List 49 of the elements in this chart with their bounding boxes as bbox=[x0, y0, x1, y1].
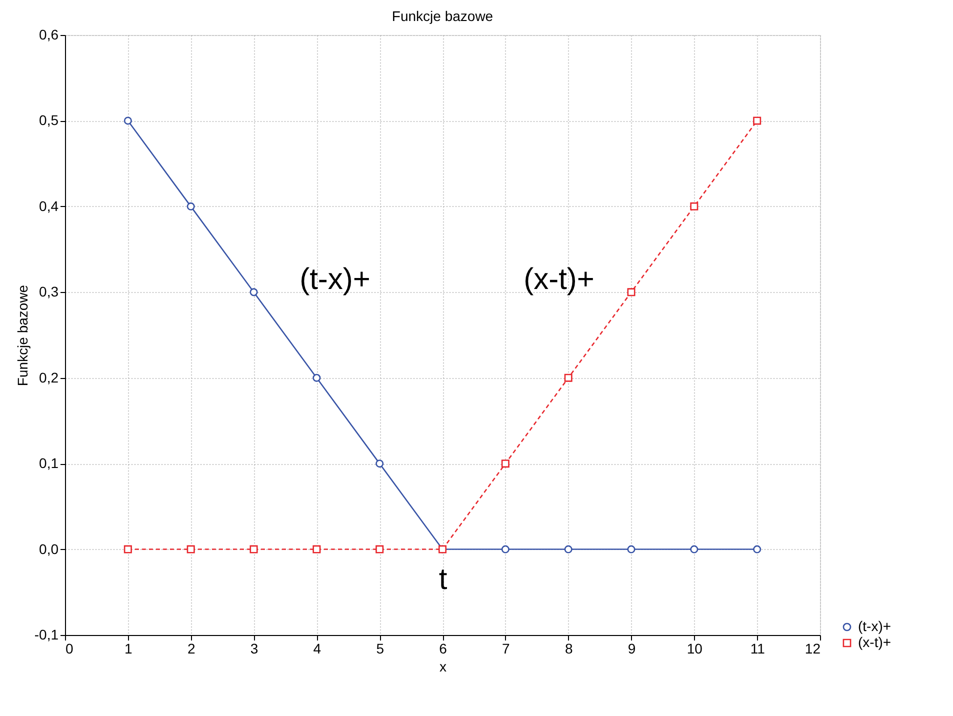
x-tick-label: 11 bbox=[750, 640, 766, 656]
y-axis-title: Funkcje bazowe bbox=[14, 284, 30, 386]
point bbox=[501, 460, 510, 468]
annotation: (t-x)+ bbox=[300, 263, 370, 296]
x-tick-label: 4 bbox=[313, 640, 322, 656]
point bbox=[564, 545, 572, 554]
point bbox=[690, 545, 698, 554]
point bbox=[753, 545, 762, 554]
y-tick-label: 0,2 bbox=[39, 369, 59, 386]
legend-label: (t-x)+ bbox=[858, 618, 892, 634]
y-tick-label: 0,0 bbox=[39, 540, 59, 557]
point bbox=[501, 545, 510, 554]
legend-label: (x-t)+ bbox=[858, 634, 892, 650]
point bbox=[690, 202, 698, 210]
x-tick-label: 2 bbox=[187, 640, 196, 656]
x-axis-title: x bbox=[440, 658, 446, 674]
chart-title: Funkcje bazowe bbox=[392, 8, 494, 24]
point bbox=[124, 116, 132, 125]
point bbox=[250, 288, 258, 296]
x-tick-label: 12 bbox=[804, 640, 821, 656]
x-tick-label: 5 bbox=[376, 640, 384, 656]
y-tick-label: 0,6 bbox=[39, 26, 59, 42]
x-tick-label: 7 bbox=[502, 640, 510, 656]
point bbox=[186, 545, 195, 554]
x-tick-label: 9 bbox=[628, 640, 636, 656]
y-tick-label: 0,4 bbox=[39, 198, 59, 214]
x-tick-label: 6 bbox=[439, 640, 448, 656]
y-tick-label: 0,5 bbox=[39, 112, 59, 128]
point bbox=[124, 545, 132, 554]
point bbox=[627, 288, 636, 296]
point bbox=[186, 202, 195, 210]
point bbox=[376, 545, 384, 554]
point bbox=[250, 545, 258, 554]
point bbox=[312, 374, 321, 382]
x-tick-label: 8 bbox=[564, 640, 573, 656]
point bbox=[376, 460, 384, 468]
x-tick-label: 3 bbox=[250, 640, 258, 656]
x-tick-label: 10 bbox=[686, 640, 703, 656]
point bbox=[627, 545, 636, 554]
point bbox=[753, 116, 762, 125]
point bbox=[312, 545, 321, 554]
x-tick-label: 1 bbox=[124, 640, 133, 656]
x-tick-label: 0 bbox=[66, 640, 74, 656]
y-tick-label: 0,3 bbox=[39, 284, 59, 300]
y-tick-label: -0,1 bbox=[34, 626, 59, 642]
point bbox=[564, 374, 572, 382]
annotation: t bbox=[438, 563, 448, 596]
annotation: (x-t)+ bbox=[524, 263, 594, 296]
y-tick-label: 0,1 bbox=[39, 455, 59, 472]
